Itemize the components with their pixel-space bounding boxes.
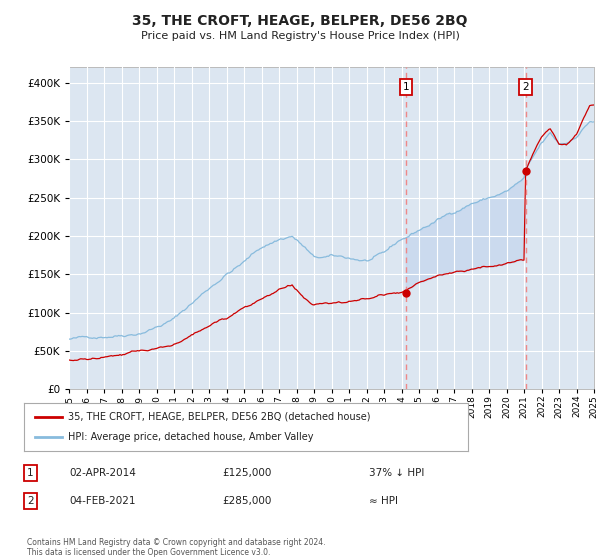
Text: £125,000: £125,000 [222,468,271,478]
Text: 2: 2 [27,496,34,506]
Text: 2: 2 [522,82,529,92]
Text: £285,000: £285,000 [222,496,271,506]
Text: 02-APR-2014: 02-APR-2014 [69,468,136,478]
Text: 35, THE CROFT, HEAGE, BELPER, DE56 2BQ (detached house): 35, THE CROFT, HEAGE, BELPER, DE56 2BQ (… [68,412,371,422]
Text: 37% ↓ HPI: 37% ↓ HPI [369,468,424,478]
Text: Contains HM Land Registry data © Crown copyright and database right 2024.
This d: Contains HM Land Registry data © Crown c… [27,538,325,557]
Text: 04-FEB-2021: 04-FEB-2021 [69,496,136,506]
Text: 1: 1 [403,82,409,92]
Text: 1: 1 [27,468,34,478]
Text: 35, THE CROFT, HEAGE, BELPER, DE56 2BQ: 35, THE CROFT, HEAGE, BELPER, DE56 2BQ [132,14,468,28]
Text: HPI: Average price, detached house, Amber Valley: HPI: Average price, detached house, Ambe… [68,432,314,442]
Text: Price paid vs. HM Land Registry's House Price Index (HPI): Price paid vs. HM Land Registry's House … [140,31,460,41]
Text: ≈ HPI: ≈ HPI [369,496,398,506]
